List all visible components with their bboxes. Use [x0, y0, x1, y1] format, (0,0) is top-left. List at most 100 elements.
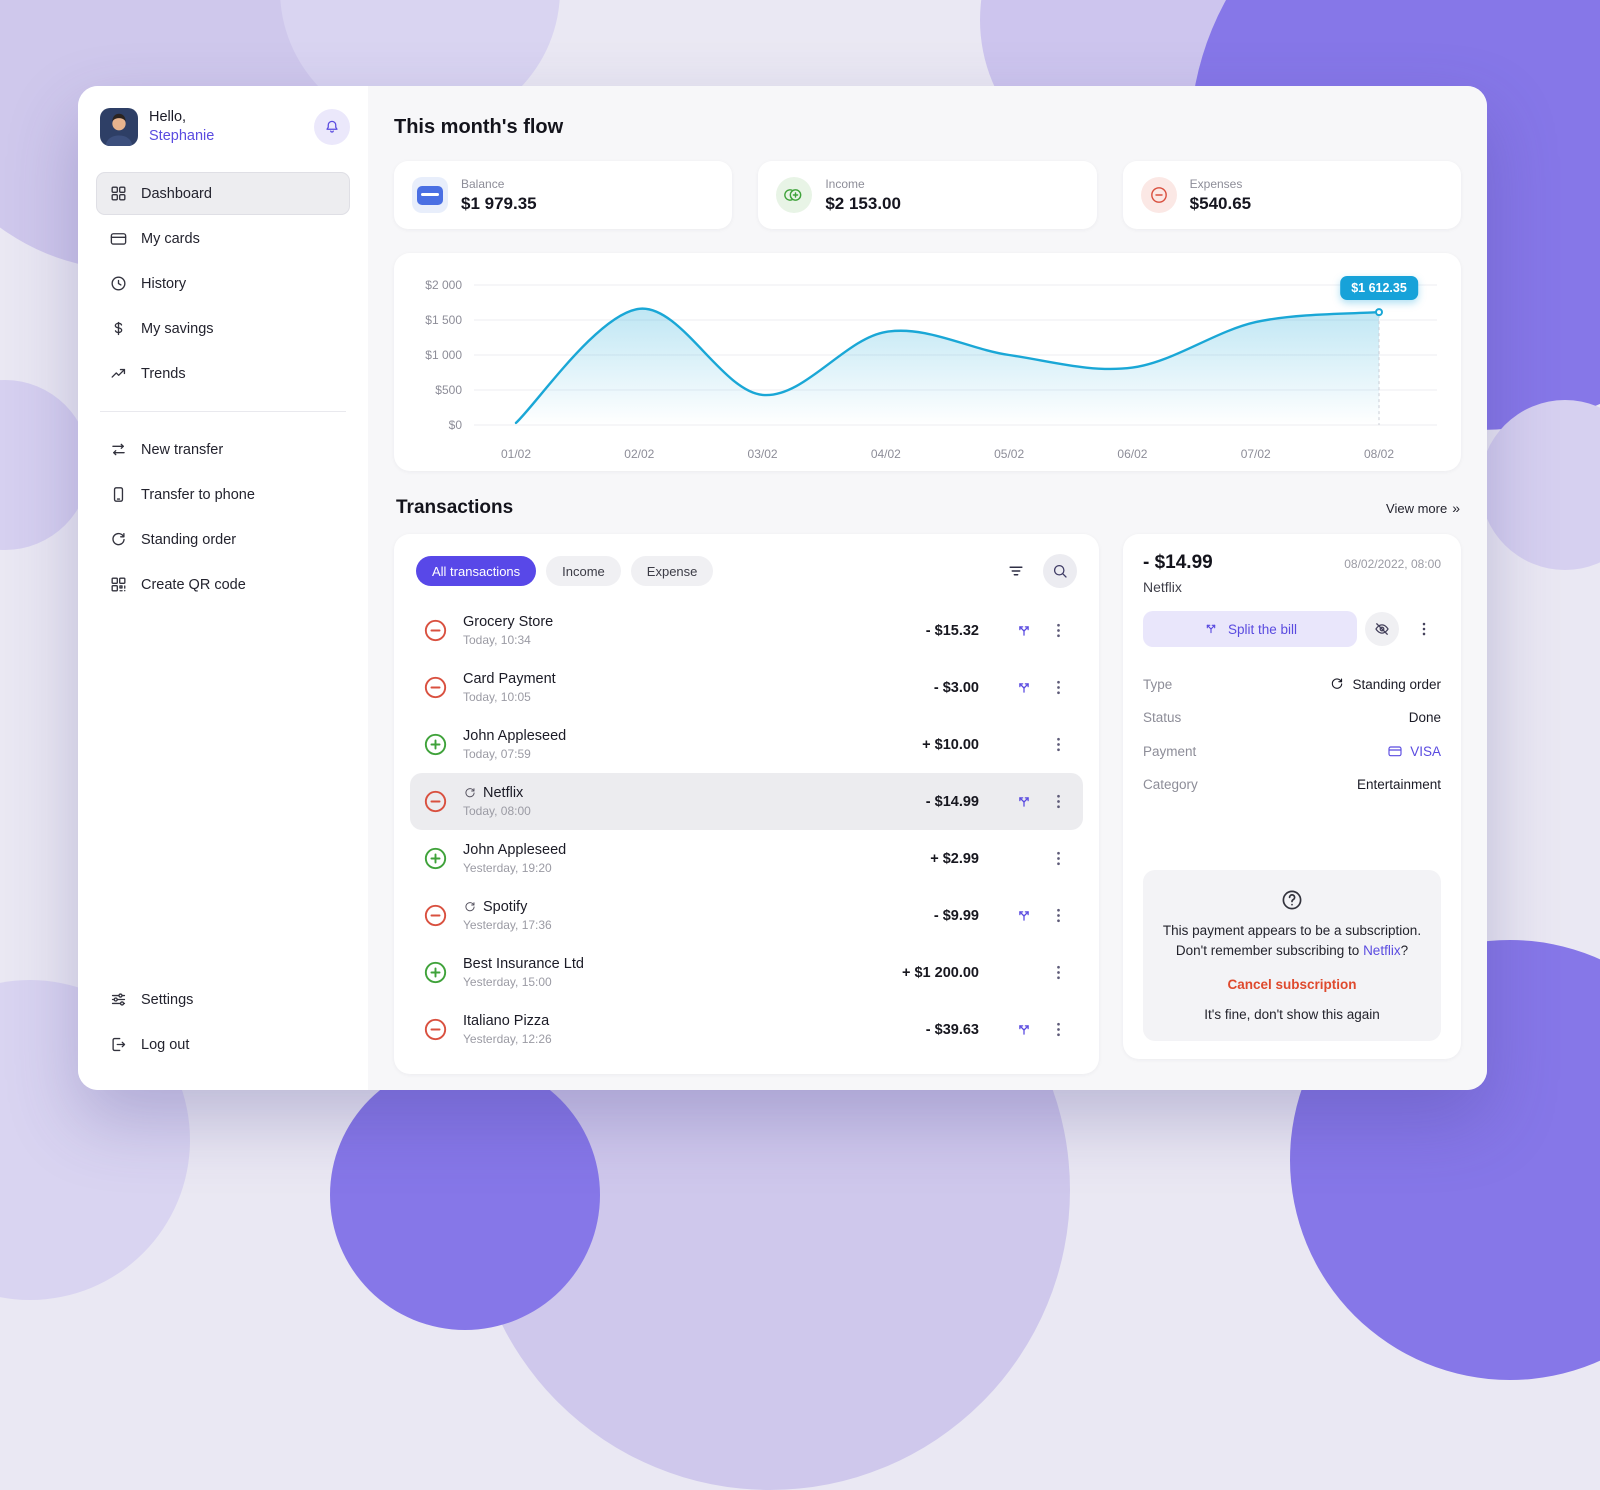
transaction-row-grocery-store[interactable]: Grocery Store Today, 10:34 - $15.32	[410, 602, 1083, 659]
coins-icon	[776, 177, 813, 213]
transactions-list: Grocery Store Today, 10:34 - $15.32 Card…	[410, 602, 1083, 1058]
sidebar-actions-menu: New transfer Transfer to phone Standing …	[96, 428, 350, 606]
transaction-row-john-appleseed[interactable]: John Appleseed Today, 07:59 + $10.00	[410, 716, 1083, 773]
chevrons-right-icon: »	[1452, 500, 1460, 516]
row-menu-button[interactable]	[1045, 1017, 1071, 1043]
minus-circle-icon	[1149, 185, 1169, 205]
minus-circle-icon	[422, 1016, 449, 1043]
sidebar-item-transfer-to-phone[interactable]: Transfer to phone	[96, 473, 350, 516]
split-icon	[1015, 793, 1033, 811]
sidebar-item-settings[interactable]: Settings	[96, 978, 350, 1021]
sidebar-item-create-qr-code[interactable]: Create QR code	[96, 563, 350, 606]
sidebar-item-dashboard[interactable]: Dashboard	[96, 172, 350, 215]
sidebar-item-trends[interactable]: Trends	[96, 352, 350, 395]
detail-field-label: Payment	[1143, 743, 1197, 759]
chart-y-axis: $2 000 $1 500 $1 000 $500 $0	[416, 275, 462, 433]
row-menu-button[interactable]	[1045, 675, 1071, 701]
detail-amount: - $14.99	[1143, 552, 1213, 573]
notifications-button[interactable]	[314, 109, 350, 145]
search-button[interactable]	[1043, 554, 1077, 588]
filter-chip-income[interactable]: Income	[546, 556, 621, 586]
transaction-time: Yesterday, 15:00	[463, 975, 552, 989]
stat-label: Expenses	[1189, 176, 1243, 191]
sidebar-item-log-out[interactable]: Log out	[96, 1023, 350, 1066]
income-icon	[422, 959, 449, 986]
sidebar-item-my-savings[interactable]: My savings	[96, 307, 350, 350]
detail-field-category: Category Entertainment	[1143, 768, 1441, 801]
filter-chip-all-transactions[interactable]: All transactions	[416, 556, 537, 586]
sidebar-item-my-cards[interactable]: My cards	[96, 217, 350, 260]
transaction-time: Yesterday, 12:26	[463, 1032, 552, 1046]
dismiss-subscription-note[interactable]: It's fine, don't show this again	[1204, 1006, 1380, 1022]
transaction-row-card-payment[interactable]: Card Payment Today, 10:05 - $3.00	[410, 659, 1083, 716]
split-transaction-button[interactable]	[1009, 901, 1039, 931]
transactions-toolbar: All transactions Income Expense	[410, 550, 1083, 602]
row-menu-button[interactable]	[1045, 789, 1071, 815]
row-menu-button[interactable]	[1045, 732, 1071, 758]
transaction-name: Card Payment	[463, 671, 556, 687]
filter-button[interactable]	[999, 554, 1033, 588]
stat-value: $540.65	[1189, 193, 1252, 213]
row-menu-button[interactable]	[1045, 903, 1071, 929]
logout-icon	[109, 1035, 128, 1054]
detail-menu-button[interactable]	[1407, 612, 1441, 646]
split-icon	[1203, 621, 1219, 637]
trends-icon	[109, 364, 128, 383]
kebab-icon	[1049, 678, 1068, 697]
flow-chart-svg	[474, 284, 1437, 426]
split-the-bill-button[interactable]: Split the bill	[1143, 611, 1357, 647]
transaction-row-john-appleseed[interactable]: John Appleseed Yesterday, 19:20 + $2.99	[410, 830, 1083, 887]
filter-chip-expense[interactable]: Expense	[630, 556, 714, 586]
sidebar-item-history[interactable]: History	[96, 262, 350, 305]
split-transaction-button[interactable]	[1009, 787, 1039, 817]
sidebar-main-menu: Dashboard My cards History My savings Tr…	[96, 172, 350, 395]
view-more-label: View more	[1386, 500, 1448, 516]
cancel-subscription-button[interactable]: Cancel subscription	[1227, 976, 1357, 992]
sidebar-item-new-transfer[interactable]: New transfer	[96, 428, 350, 471]
savings-dollar-icon	[109, 319, 128, 338]
filter-icon	[1006, 561, 1026, 581]
standing-order-icon	[109, 530, 128, 549]
split-transaction-button[interactable]	[1009, 1015, 1039, 1045]
transaction-time: Today, 08:00	[463, 804, 531, 818]
transaction-row-spotify[interactable]: Spotify Yesterday, 17:36 - $9.99	[410, 887, 1083, 944]
detail-field-value: Standing order	[1329, 676, 1441, 692]
row-menu-button[interactable]	[1045, 618, 1071, 644]
stats-row: Balance $1 979.35 Income $2 153.00 Expen…	[394, 161, 1461, 229]
chart-plot-area: $1 612.35 01/02 02/02 03/02 04/02 05/02 06/02…	[474, 275, 1437, 461]
eye-off-icon	[1373, 620, 1391, 638]
stat-card-income: Income $2 153.00	[758, 161, 1097, 229]
stat-label: Balance	[461, 176, 505, 191]
sidebar-item-standing-order[interactable]: Standing order	[96, 518, 350, 561]
x-axis-label: 03/02	[747, 447, 778, 461]
transaction-row-italiano-pizza[interactable]: Italiano Pizza Yesterday, 12:26 - $39.63	[410, 1001, 1083, 1058]
transaction-row-best-insurance-ltd[interactable]: Best Insurance Ltd Yesterday, 15:00 + $1…	[410, 944, 1083, 1001]
hide-transaction-button[interactable]	[1365, 612, 1399, 646]
logout-icon	[109, 1035, 128, 1054]
subscription-merchant-link[interactable]: Netflix	[1363, 943, 1401, 959]
recurring-icon	[463, 786, 477, 800]
row-menu-button[interactable]	[1045, 960, 1071, 986]
row-menu-button[interactable]	[1045, 846, 1071, 872]
split-icon	[1015, 907, 1033, 925]
transaction-row-netflix[interactable]: Netflix Today, 08:00 - $14.99	[410, 773, 1083, 830]
split-icon	[1015, 1021, 1033, 1039]
split-transaction-button[interactable]	[1009, 616, 1039, 646]
transaction-amount: + $2.99	[930, 850, 979, 867]
kebab-icon	[1049, 963, 1068, 982]
dashboard-grid-icon	[109, 184, 128, 203]
view-more-link[interactable]: View more »	[1386, 500, 1460, 516]
kebab-icon	[1049, 849, 1068, 868]
page-title: This month's flow	[394, 116, 564, 138]
detail-merchant: Netflix	[1143, 579, 1182, 595]
detail-field-payment: Payment VISA	[1143, 734, 1441, 768]
expense-icon	[422, 1016, 449, 1043]
sidebar-divider	[100, 411, 346, 412]
transaction-name: John Appleseed	[463, 728, 567, 744]
split-transaction-button[interactable]	[1009, 673, 1039, 703]
coins-icon	[784, 185, 804, 205]
avatar	[100, 108, 138, 146]
transaction-time: Today, 10:34	[463, 633, 531, 647]
y-axis-label: $2 000	[425, 278, 462, 292]
minus-circle-icon	[1140, 177, 1177, 213]
